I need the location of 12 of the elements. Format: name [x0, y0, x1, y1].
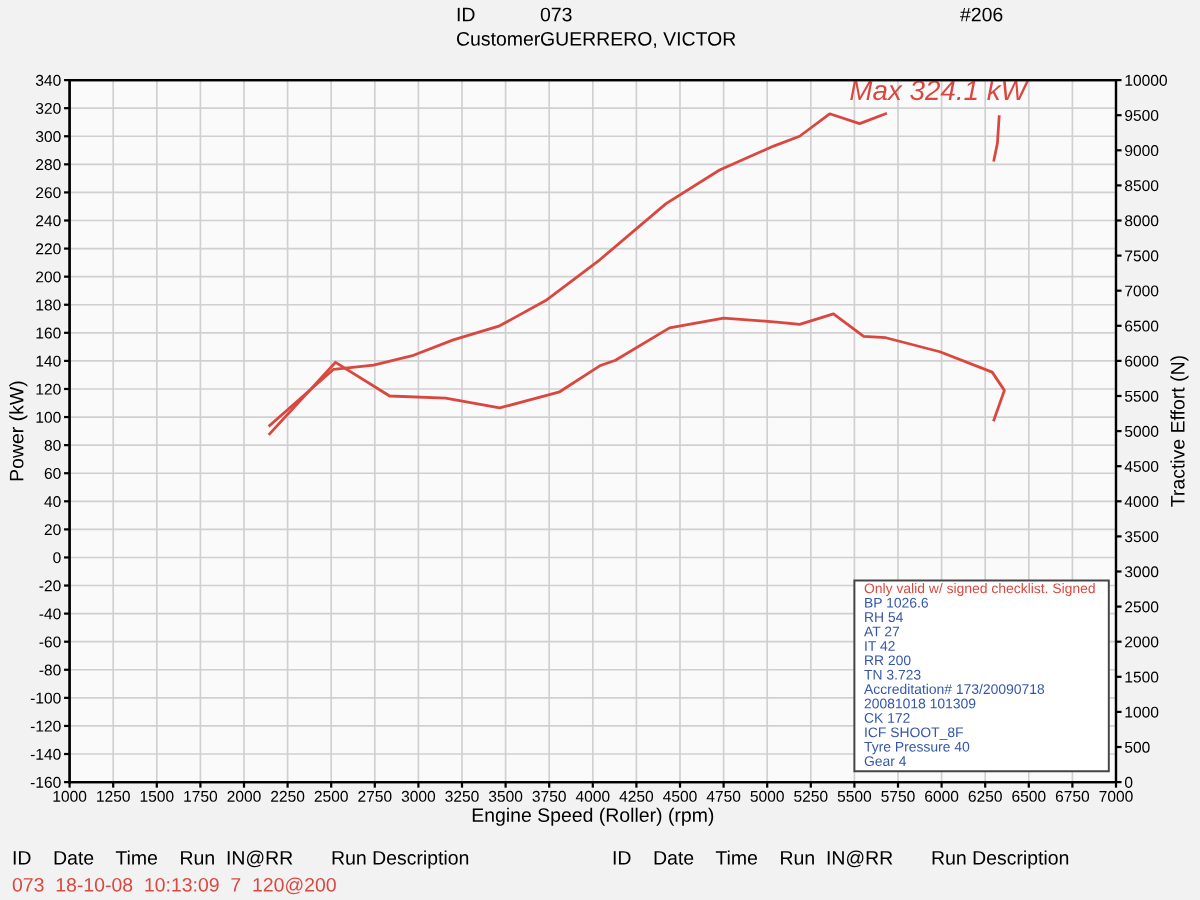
text: #206: [960, 7, 1003, 22]
text: ID Date Time Run IN@RR Run Description: [13, 850, 469, 869]
y2-axis-title: Tractive Effort (N): [1170, 356, 1189, 507]
y-axis-title: Power (kW): [9, 381, 28, 481]
x-axis-title: Engine Speed (Roller) (rpm): [472, 807, 714, 826]
text: ID: [457, 7, 475, 22]
annotation: Max 324.1 kW: [850, 79, 1030, 101]
text: GUERRERO, VICTOR: [540, 31, 736, 49]
text: 073: [540, 7, 572, 22]
text: 073 18-10-08 10:13:09 7 120@200: [12, 877, 336, 895]
text: ID Date Time Run IN@RR Run Description: [613, 850, 1069, 869]
text: Customer: [456, 31, 540, 46]
